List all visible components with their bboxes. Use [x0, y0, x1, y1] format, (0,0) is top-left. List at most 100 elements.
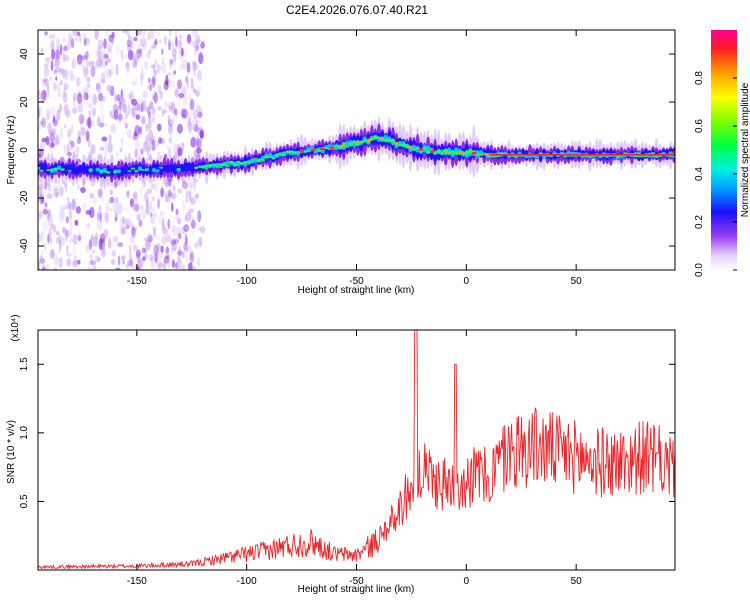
noise-blob [147, 104, 152, 116]
noise-blob [198, 137, 202, 148]
noise-blob [63, 143, 66, 154]
noise-blob [42, 208, 48, 215]
x-tick-label: 0 [464, 276, 470, 287]
noise-blob [142, 99, 147, 112]
noise-blob [158, 257, 163, 266]
ridge-cell [225, 160, 230, 165]
noise-blob [63, 104, 68, 111]
noise-blob [194, 138, 200, 150]
noise-blob [38, 261, 41, 270]
noise-blob [70, 220, 73, 232]
noise-blob [163, 35, 167, 45]
ridge-cell [78, 164, 83, 174]
ridge-cell [278, 153, 283, 157]
noise-blob [151, 64, 156, 69]
noise-blob [62, 52, 66, 63]
noise-blob [38, 232, 43, 242]
noise-blob [62, 37, 66, 43]
noise-blob [59, 204, 66, 212]
noise-blob [196, 131, 199, 140]
x-tick-label: -50 [349, 576, 364, 587]
ridge-cell [390, 138, 396, 143]
noise-blob [44, 242, 47, 252]
noise-blob [86, 76, 91, 83]
snr-x-label: Height of straight line (km) [298, 584, 415, 595]
ridge-cell [401, 143, 406, 147]
noise-blob [143, 237, 150, 242]
ridge-hotspot [367, 138, 373, 142]
ridge-cell [60, 162, 65, 174]
snr-x-ticks: -150 -100 -50 0 50 [127, 330, 582, 587]
noise-blob [194, 135, 199, 146]
noise-blob [137, 39, 142, 50]
x-tick-label: -150 [127, 576, 147, 587]
ridge-cell [359, 140, 364, 144]
noise-blob [122, 216, 125, 225]
noise-blob [139, 186, 142, 196]
noise-blob [66, 258, 72, 267]
noise-blob [149, 218, 156, 224]
noise-blob [133, 203, 140, 212]
noise-blob [177, 218, 182, 225]
noise-blob [158, 84, 162, 94]
noise-blob [39, 254, 43, 265]
noise-blob [66, 41, 71, 51]
noise-blob [149, 83, 152, 92]
noise-blob [148, 112, 151, 120]
noise-blob [150, 261, 156, 270]
noise-blob [148, 129, 153, 142]
snr-background [38, 330, 675, 570]
noise-blob [85, 209, 92, 215]
noise-blob [111, 249, 117, 257]
noise-blob [177, 188, 183, 194]
ridge-cell [116, 169, 122, 174]
noise-blob [97, 46, 102, 53]
noise-blob [87, 221, 91, 229]
noise-blob [108, 197, 111, 205]
ridge-cell [229, 160, 234, 164]
noise-blob [173, 143, 179, 154]
noise-blob [177, 79, 182, 90]
noise-blob [51, 139, 54, 149]
noise-blob [146, 188, 153, 195]
noise-blob [190, 77, 194, 83]
noise-blob [93, 61, 99, 71]
noise-blob [192, 40, 199, 49]
noise-blob [131, 55, 138, 61]
noise-blob [75, 36, 78, 42]
noise-blob [122, 259, 125, 265]
noise-blob [88, 109, 92, 117]
noise-blob [59, 211, 65, 223]
noise-blob [180, 47, 184, 57]
ridge-cell [468, 149, 473, 154]
ridge-cell [454, 151, 459, 156]
noise-blob [177, 232, 182, 240]
noise-blob [174, 210, 180, 221]
noise-blob [174, 30, 178, 40]
noise-blob [138, 127, 142, 133]
noise-blob [138, 220, 143, 227]
ridge-cell [478, 153, 483, 156]
ridge-hotspot [320, 147, 325, 151]
noise-blob [156, 141, 160, 147]
noise-blob [117, 113, 123, 121]
ridge-cell [215, 165, 220, 168]
noise-blob [156, 243, 159, 256]
noise-blob [131, 227, 136, 238]
noise-blob [63, 203, 69, 211]
noise-blob [42, 266, 46, 270]
noise-blob [63, 103, 70, 116]
ridge-cell [46, 169, 51, 171]
noise-blob [90, 236, 95, 247]
noise-blob [110, 123, 116, 134]
noise-blob [77, 235, 82, 242]
noise-blob [73, 254, 78, 266]
noise-blob [194, 193, 198, 199]
noise-blob [168, 137, 172, 144]
noise-blob [143, 192, 149, 202]
noise-blob [109, 110, 113, 118]
ridge-cell [165, 164, 171, 174]
ridge-cell [570, 151, 575, 155]
noise-blob [159, 137, 166, 145]
noise-blob [89, 192, 95, 199]
